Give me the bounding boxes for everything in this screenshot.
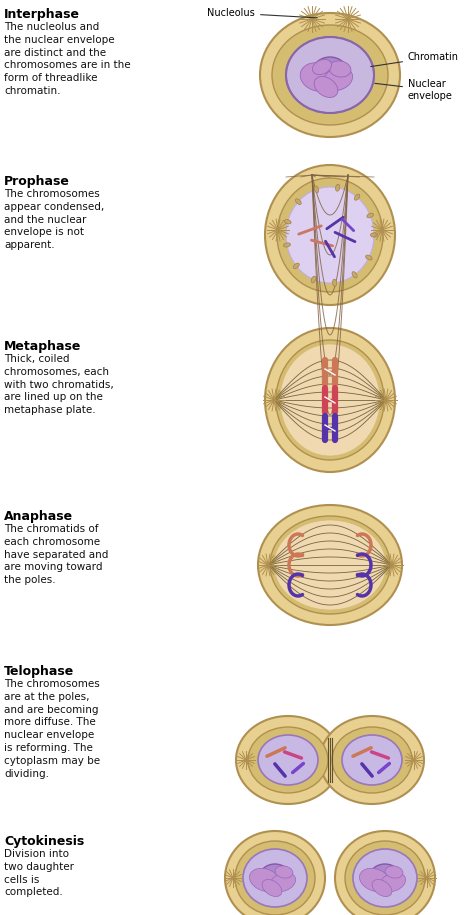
Text: Division into
two daughter
cells is
completed.: Division into two daughter cells is comp… (4, 849, 74, 898)
Ellipse shape (342, 735, 402, 785)
Ellipse shape (355, 194, 360, 200)
Text: Anaphase: Anaphase (4, 510, 73, 523)
Ellipse shape (280, 344, 380, 456)
Ellipse shape (333, 279, 337, 286)
Ellipse shape (329, 61, 351, 77)
Text: The chromatids of
each chromosome
have separated and
are moving toward
the poles: The chromatids of each chromosome have s… (4, 524, 109, 586)
Ellipse shape (258, 735, 318, 785)
Ellipse shape (225, 831, 325, 915)
Text: Metaphase: Metaphase (4, 340, 82, 353)
Ellipse shape (365, 255, 372, 260)
Ellipse shape (236, 716, 340, 804)
Ellipse shape (270, 516, 390, 614)
Ellipse shape (323, 68, 353, 91)
Ellipse shape (311, 276, 316, 283)
Ellipse shape (274, 520, 386, 610)
Ellipse shape (320, 716, 424, 804)
Ellipse shape (259, 864, 291, 892)
Ellipse shape (371, 233, 377, 237)
Text: Thick, coiled
chromosomes, each
with two chromatids,
are lined up on the
metapha: Thick, coiled chromosomes, each with two… (4, 354, 114, 415)
Text: The nucleolus and
the nuclear envelope
are distinct and the
chromosomes are in t: The nucleolus and the nuclear envelope a… (4, 22, 131, 96)
Ellipse shape (277, 178, 383, 292)
Ellipse shape (369, 864, 401, 892)
Text: Cytokinesis: Cytokinesis (4, 835, 84, 848)
Text: Telophase: Telophase (4, 665, 74, 678)
Ellipse shape (258, 505, 402, 625)
Ellipse shape (353, 849, 417, 907)
Ellipse shape (372, 879, 392, 897)
Ellipse shape (265, 328, 395, 472)
Ellipse shape (270, 872, 296, 891)
Ellipse shape (312, 57, 348, 89)
Ellipse shape (336, 184, 340, 191)
Ellipse shape (314, 186, 319, 193)
Ellipse shape (260, 13, 400, 137)
Text: Chromatin: Chromatin (371, 52, 459, 67)
Ellipse shape (265, 165, 395, 305)
Ellipse shape (284, 220, 291, 224)
Text: Interphase: Interphase (4, 8, 80, 21)
Ellipse shape (275, 866, 293, 878)
Ellipse shape (385, 866, 403, 878)
Text: Nucleolus: Nucleolus (207, 8, 317, 18)
Ellipse shape (314, 77, 338, 98)
Text: Prophase: Prophase (4, 175, 70, 188)
Ellipse shape (293, 264, 299, 269)
Ellipse shape (248, 727, 328, 793)
Ellipse shape (332, 727, 412, 793)
Ellipse shape (243, 849, 307, 907)
Ellipse shape (345, 841, 425, 915)
Ellipse shape (381, 872, 406, 891)
Text: The chromosomes
are at the poles,
and are becoming
more diffuse. The
nuclear env: The chromosomes are at the poles, and ar… (4, 679, 100, 779)
Ellipse shape (352, 272, 357, 278)
Text: The chromosomes
appear condensed,
and the nuclear
envelope is not
apparent.: The chromosomes appear condensed, and th… (4, 189, 104, 250)
Ellipse shape (359, 868, 391, 892)
Ellipse shape (283, 242, 291, 247)
Ellipse shape (367, 213, 374, 218)
Ellipse shape (300, 63, 336, 92)
Ellipse shape (272, 25, 388, 125)
Ellipse shape (249, 868, 281, 892)
Ellipse shape (335, 831, 435, 915)
Text: Nuclear
envelope: Nuclear envelope (375, 80, 453, 101)
Ellipse shape (295, 199, 301, 204)
Ellipse shape (312, 59, 331, 75)
Ellipse shape (286, 37, 374, 113)
Ellipse shape (276, 340, 384, 460)
Ellipse shape (286, 187, 374, 283)
Ellipse shape (235, 841, 315, 915)
Ellipse shape (262, 879, 282, 897)
